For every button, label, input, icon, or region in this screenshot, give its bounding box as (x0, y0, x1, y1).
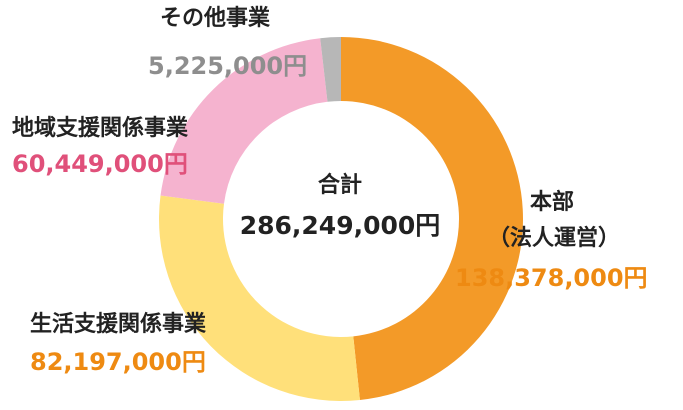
label-seikatsu-name: 生活支援関係事業 (30, 312, 207, 337)
donut-slice-2 (160, 38, 328, 204)
label-chiiki-name: 地域支援関係事業 (12, 116, 189, 141)
center-total-label: 合計 (317, 173, 362, 198)
label-seikatsu-value: 82,197,000円 (30, 348, 206, 376)
label-honbu-name: 本部 (530, 190, 575, 215)
donut-slice-1 (159, 195, 360, 401)
label-chiiki-value: 60,449,000円 (12, 150, 188, 178)
label-sonota-name: その他事業 (160, 6, 271, 31)
donut-slice-3 (320, 37, 341, 102)
center-total-value: 286,249,000円 (239, 211, 441, 240)
label-honbu-value: 138,378,000円 (455, 264, 648, 292)
label-sonota-value: 5,225,000円 (148, 52, 308, 80)
donut-slice-0 (341, 37, 524, 401)
label-honbu-sub: （法人運営） (488, 226, 621, 251)
